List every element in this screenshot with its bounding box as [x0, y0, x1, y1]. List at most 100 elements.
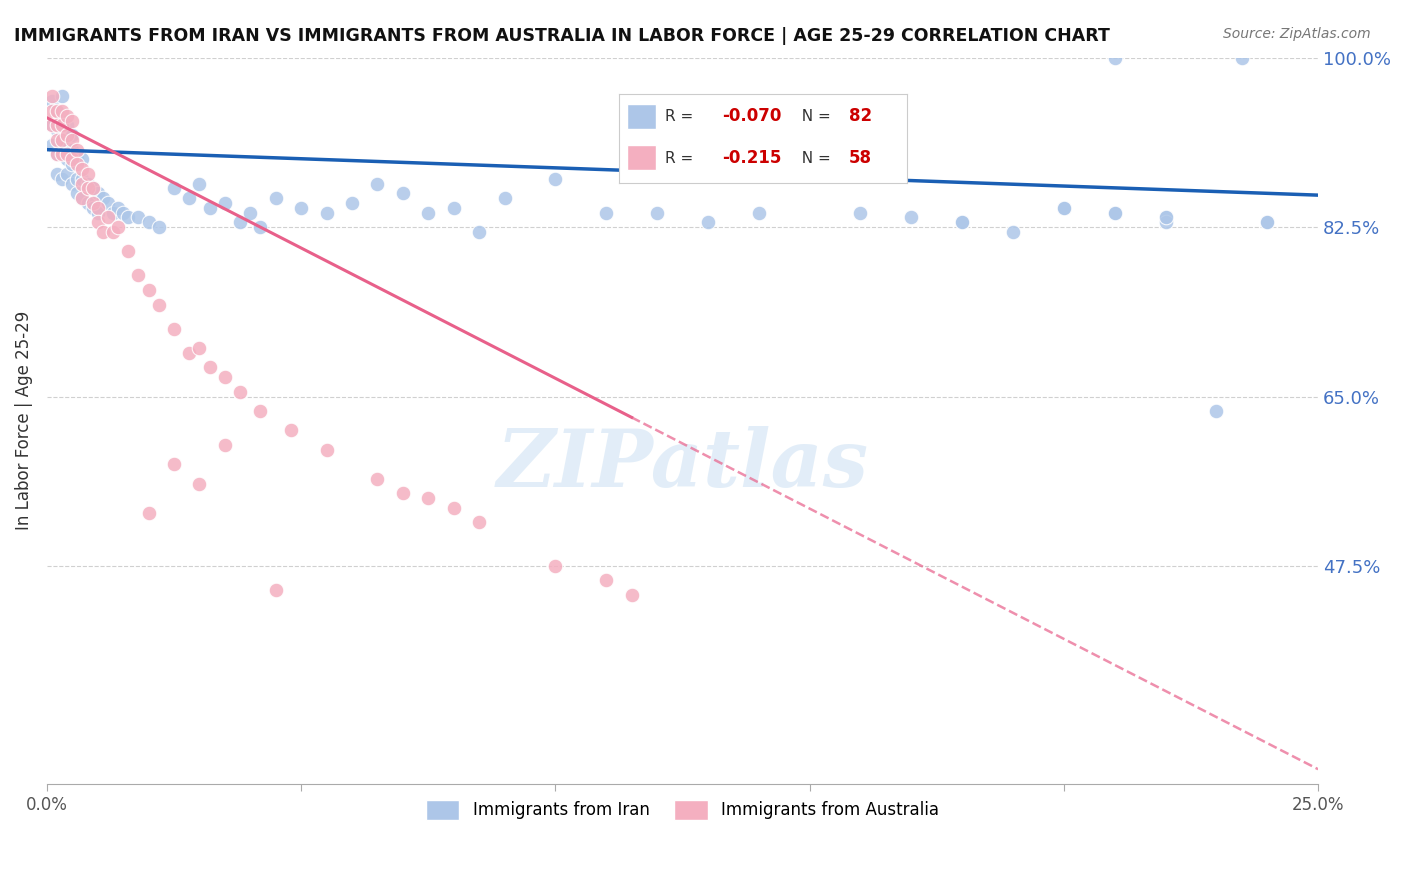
Point [41, 119, 63, 133]
Text: Source: ZipAtlas.com: Source: ZipAtlas.com [1223, 27, 1371, 41]
Point [163, 322, 186, 336]
Point [51, 147, 73, 161]
Point [443, 201, 465, 215]
Point [76, 167, 98, 181]
Point [595, 205, 617, 219]
Point [138, 215, 160, 229]
Point [56, 147, 79, 161]
Point [72, 161, 94, 176]
Point [468, 225, 491, 239]
Y-axis label: In Labor Force | Age 25-29: In Labor Force | Age 25-29 [15, 311, 32, 531]
Point [849, 205, 872, 219]
Point [544, 171, 567, 186]
Point [214, 370, 236, 384]
Point [82, 201, 104, 215]
Point [950, 215, 973, 229]
Point [72, 177, 94, 191]
Text: -0.070: -0.070 [723, 107, 782, 126]
Point [51, 119, 73, 133]
Point [315, 205, 337, 219]
Point [280, 423, 302, 437]
Point [82, 195, 104, 210]
Point [1154, 215, 1177, 229]
Text: ZIPatlas: ZIPatlas [496, 425, 869, 503]
Point [56, 128, 79, 142]
Point [443, 500, 465, 515]
Point [41, 137, 63, 152]
Point [697, 215, 720, 229]
Point [138, 283, 160, 297]
Point [101, 205, 124, 219]
Point [66, 171, 89, 186]
Text: R =: R = [665, 109, 697, 124]
Point [72, 191, 94, 205]
Point [72, 191, 94, 205]
Point [264, 583, 287, 598]
Point [56, 109, 79, 123]
Point [51, 89, 73, 103]
Point [264, 191, 287, 205]
FancyBboxPatch shape [627, 104, 657, 129]
Point [198, 360, 221, 375]
Point [229, 215, 252, 229]
Point [127, 211, 149, 225]
Point [392, 186, 415, 201]
Text: 82: 82 [849, 107, 872, 126]
Point [46, 123, 69, 137]
Point [799, 167, 821, 181]
Point [249, 404, 271, 418]
Point [127, 268, 149, 283]
Point [1154, 211, 1177, 225]
Point [138, 506, 160, 520]
Point [107, 201, 129, 215]
Point [494, 191, 516, 205]
Point [76, 177, 98, 191]
Point [66, 157, 89, 171]
Point [1154, 211, 1177, 225]
Point [117, 211, 139, 225]
Point [56, 167, 79, 181]
Point [46, 147, 69, 161]
Point [41, 119, 63, 133]
Point [41, 95, 63, 109]
Point [51, 103, 73, 118]
Point [87, 215, 110, 229]
Point [1002, 225, 1025, 239]
Text: N =: N = [792, 109, 835, 124]
Point [1104, 51, 1126, 65]
Point [418, 491, 440, 505]
Point [87, 201, 110, 215]
Text: 58: 58 [849, 149, 872, 168]
Point [620, 588, 643, 602]
Point [46, 103, 69, 118]
Point [366, 177, 388, 191]
Point [340, 195, 363, 210]
Point [468, 516, 491, 530]
Point [46, 133, 69, 147]
Point [76, 181, 98, 195]
Point [188, 341, 211, 355]
Point [51, 113, 73, 128]
Point [290, 201, 312, 215]
Point [82, 181, 104, 195]
Point [645, 205, 668, 219]
Point [56, 119, 79, 133]
Point [214, 195, 236, 210]
Point [188, 476, 211, 491]
Point [56, 153, 79, 167]
Point [91, 191, 114, 205]
Point [1256, 215, 1278, 229]
Text: N =: N = [792, 151, 835, 166]
Point [51, 147, 73, 161]
Point [1053, 201, 1076, 215]
Point [1205, 404, 1227, 418]
Point [60, 128, 83, 142]
Point [97, 195, 120, 210]
Point [148, 220, 170, 235]
Point [107, 220, 129, 235]
Point [148, 297, 170, 311]
Point [249, 220, 271, 235]
Point [66, 143, 89, 157]
Point [179, 191, 201, 205]
Point [60, 153, 83, 167]
